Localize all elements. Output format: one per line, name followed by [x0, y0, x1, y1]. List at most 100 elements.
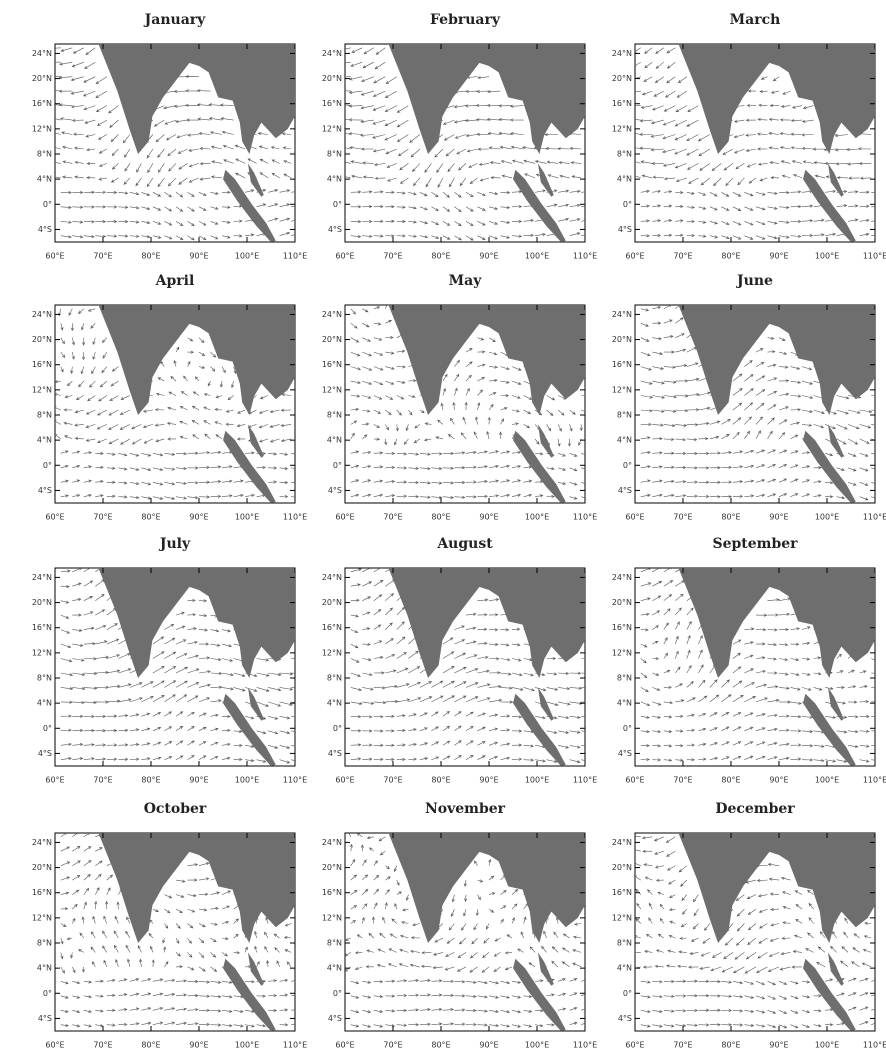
- wind-vector: [736, 908, 745, 917]
- wind-vector: [291, 701, 295, 703]
- wind-vector: [744, 388, 754, 396]
- wind-vector: [72, 568, 83, 573]
- wind-vector: [790, 757, 802, 761]
- wind-vector: [396, 365, 406, 369]
- wind-vector: [744, 402, 754, 411]
- wind-vector: [385, 593, 394, 601]
- wind-vector: [477, 479, 488, 484]
- wind-vector: [55, 61, 61, 63]
- wind-vector: [847, 162, 860, 166]
- wind-vector: [477, 627, 488, 631]
- wind-vector: [113, 944, 119, 953]
- wind-vector: [825, 1023, 834, 1027]
- wind-vector: [698, 406, 711, 411]
- wind-vector: [767, 657, 777, 661]
- wind-vector: [55, 406, 61, 411]
- y-tick-label: 20°N: [32, 74, 52, 83]
- y-tick-label: 20°N: [322, 598, 342, 607]
- wind-vector: [175, 694, 188, 703]
- wind-vector: [256, 759, 267, 763]
- x-tick-label: 80°E: [141, 776, 160, 785]
- wind-vector: [279, 701, 293, 706]
- wind-vector: [686, 393, 700, 397]
- wind-vector: [682, 908, 688, 915]
- wind-vector: [106, 699, 121, 703]
- wind-vector: [245, 716, 255, 720]
- wind-vector: [106, 480, 116, 484]
- wind-vector: [350, 407, 360, 411]
- wind-vector: [377, 948, 386, 953]
- wind-vector: [663, 568, 673, 573]
- map-content: [60, 568, 295, 766]
- wind-vector: [758, 923, 768, 929]
- wind-vector: [152, 496, 164, 500]
- wind-vector: [569, 671, 582, 675]
- wind-vector: [58, 89, 73, 93]
- wind-vector: [378, 836, 386, 842]
- wind-vector: [83, 1024, 92, 1028]
- wind-vector: [778, 478, 788, 483]
- wind-vector: [702, 937, 711, 944]
- x-tick-label: 90°E: [769, 513, 788, 522]
- wind-vector: [640, 337, 650, 342]
- wind-vector: [373, 1009, 384, 1013]
- wind-vector: [245, 687, 258, 692]
- wind-vector: [721, 465, 733, 469]
- wind-vector: [351, 47, 363, 53]
- wind-vector: [362, 888, 369, 895]
- wind-vector: [60, 323, 64, 331]
- wind-vector: [345, 147, 351, 150]
- wind-vector: [686, 423, 699, 427]
- wind-vector: [198, 726, 207, 732]
- wind-vector: [767, 206, 778, 210]
- wind-vector: [767, 643, 778, 647]
- wind-vector: [110, 380, 119, 387]
- wind-vector: [477, 363, 486, 367]
- wind-vector: [83, 729, 95, 733]
- wind-vector: [362, 743, 373, 747]
- y-tick-label: 20°N: [322, 74, 342, 83]
- wind-vector: [95, 625, 107, 630]
- x-tick-label: 90°E: [479, 513, 498, 522]
- wind-vector: [500, 160, 513, 164]
- wind-vector: [187, 979, 199, 984]
- wind-vector: [283, 160, 292, 164]
- wind-vector: [721, 711, 730, 717]
- wind-vector: [95, 1009, 104, 1013]
- y-tick-label: 8°N: [617, 939, 632, 948]
- wind-vector: [640, 582, 652, 587]
- y-tick-label: 0°: [333, 989, 342, 998]
- wind-vector: [652, 336, 662, 341]
- wind-vector: [732, 494, 744, 498]
- wind-vector: [477, 192, 486, 196]
- wind-vector: [687, 105, 699, 112]
- wind-vector: [871, 980, 875, 982]
- wind-vector: [465, 696, 479, 703]
- wind-vector: [457, 952, 467, 958]
- wind-vector: [635, 835, 641, 838]
- wind-vector: [442, 206, 451, 212]
- wind-vector: [473, 923, 478, 931]
- wind-vector: [666, 76, 676, 84]
- wind-vector: [66, 380, 73, 387]
- wind-vector: [129, 743, 140, 747]
- wind-vector: [871, 424, 875, 426]
- wind-vector: [635, 105, 641, 106]
- wind-vector: [477, 1009, 488, 1013]
- x-tick-label: 110°E: [863, 513, 886, 522]
- wind-vector: [221, 687, 235, 691]
- wind-vector: [779, 118, 791, 122]
- wind-vector: [362, 1010, 372, 1014]
- y-tick-label: 24°N: [612, 838, 632, 847]
- wind-vector: [755, 375, 766, 382]
- wind-vector: [350, 629, 359, 633]
- wind-vector: [175, 937, 180, 944]
- wind-vector: [790, 421, 800, 425]
- x-tick-label: 100°E: [815, 1041, 839, 1050]
- wind-vector: [640, 701, 651, 706]
- wind-vector: [83, 980, 93, 984]
- wind-vector: [468, 163, 478, 168]
- wind-vector: [652, 233, 662, 238]
- wind-vector: [440, 402, 444, 411]
- x-tick-label: 90°E: [769, 252, 788, 261]
